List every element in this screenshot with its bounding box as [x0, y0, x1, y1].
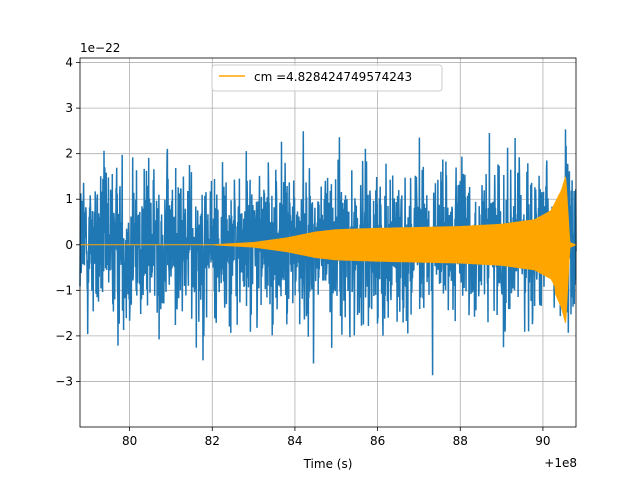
- y-tick-label: 4: [65, 56, 73, 70]
- x-axis-label: Time (s): [303, 457, 353, 471]
- x-tick-label: 86: [370, 434, 385, 448]
- y-tick-label: 2: [65, 147, 73, 161]
- axes: 80 82 84 86 88 90 −3 −2 −1 0 1 2 3 4: [55, 56, 577, 448]
- legend-label: cm =4.828424749574243: [254, 70, 412, 84]
- legend-box: [211, 64, 443, 92]
- y-scale-label: 1e−22: [80, 41, 120, 55]
- legend: cm =4.828424749574243: [211, 64, 443, 92]
- x-offset-label: +1e8: [544, 456, 577, 470]
- y-tick-label: −2: [55, 329, 73, 343]
- x-tick-label: 90: [535, 434, 550, 448]
- x-tick-label: 88: [453, 434, 468, 448]
- y-tick-label: 1: [65, 192, 73, 206]
- x-tick-label: 80: [122, 434, 137, 448]
- y-tick-label: 3: [65, 101, 73, 115]
- y-tick-label: −1: [55, 283, 73, 297]
- series-line-noise: [79, 129, 577, 376]
- x-tick-label: 84: [287, 434, 302, 448]
- x-tick-label: 82: [205, 434, 220, 448]
- y-tick-label: 0: [65, 238, 73, 252]
- plot-frame: [79, 57, 577, 428]
- y-tick-label: −3: [55, 374, 73, 388]
